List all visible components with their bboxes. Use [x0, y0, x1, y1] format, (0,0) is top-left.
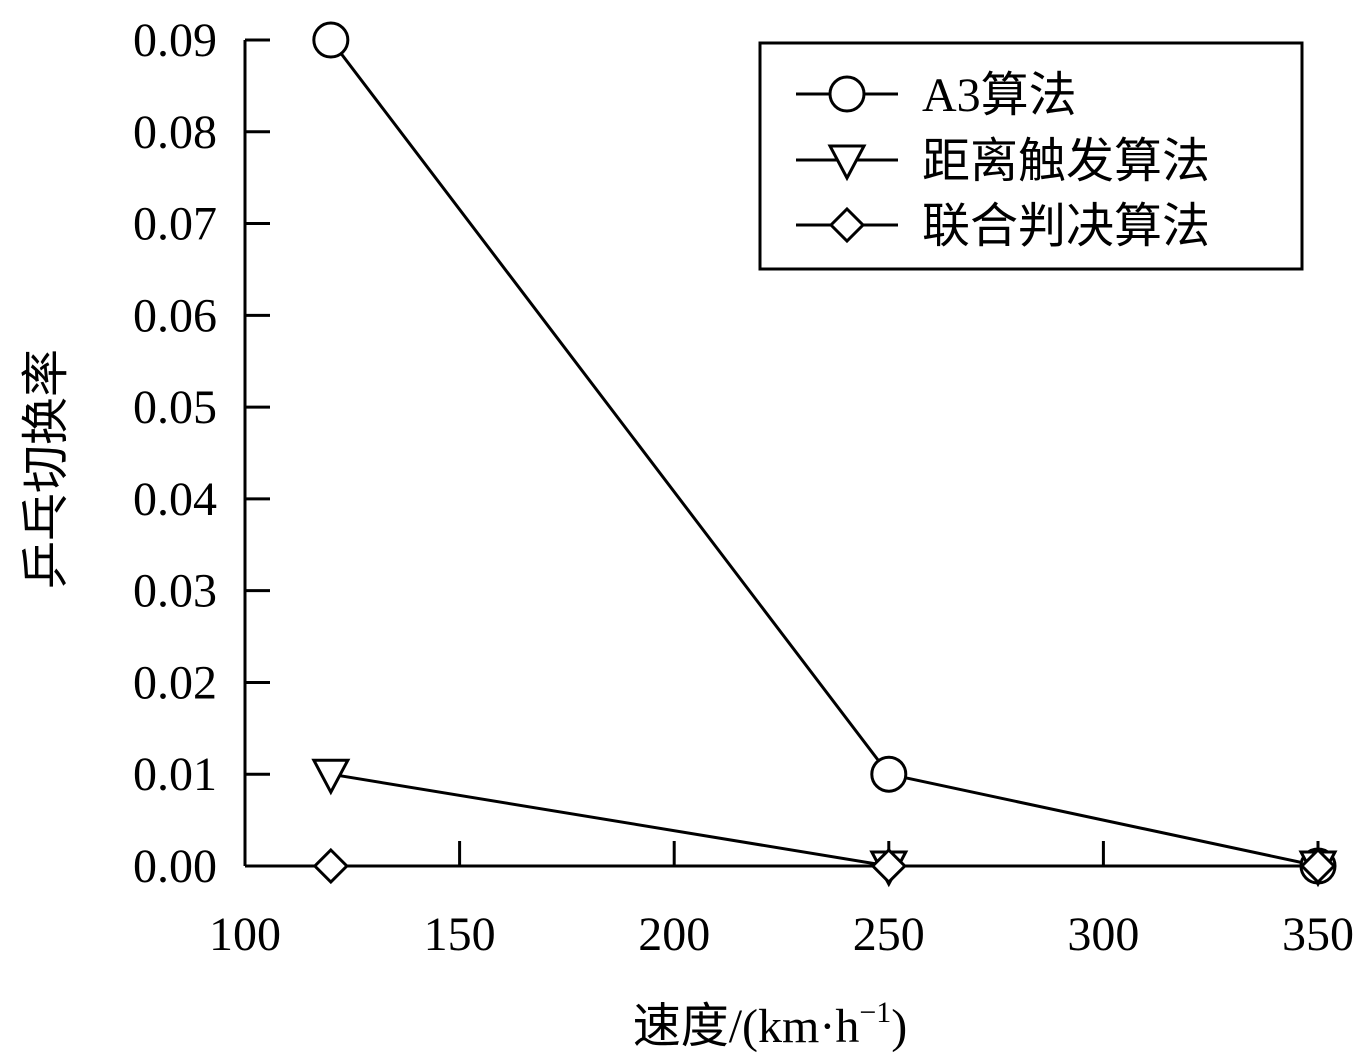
x-axis-title: 速度/(km·h−1) [633, 996, 908, 1053]
y-tick-label: 0.01 [133, 748, 217, 801]
y-tick-label: 0.08 [133, 106, 217, 159]
data-point [312, 847, 349, 885]
y-tick-label: 0.09 [133, 14, 217, 67]
y-tick-label: 0.05 [133, 381, 217, 434]
y-tick-label: 0.07 [133, 198, 217, 251]
x-axis-title-close: ) [891, 1000, 907, 1053]
legend-marker [828, 206, 866, 244]
series-layer [311, 21, 1338, 888]
legend-label: 距离触发算法 [922, 135, 1210, 188]
y-tick-label: 0.02 [133, 656, 217, 709]
data-point [870, 847, 907, 885]
legend-marker [828, 75, 866, 113]
legend-marker [827, 144, 867, 182]
x-axis-title-superscript: −1 [859, 996, 891, 1029]
legend-entry-2: 联合判决算法 [796, 200, 1210, 253]
y-tick-label: 0.00 [133, 840, 217, 893]
data-point [870, 755, 908, 793]
axes: 0.00 0.01 0.02 0.03 0.04 0.05 0.06 0.07 0.08 0.09… [133, 14, 1354, 961]
series-2 [312, 847, 1337, 885]
legend-label: A3算法 [922, 69, 1077, 122]
legend-entry-1: 距离触发算法 [796, 135, 1210, 188]
x-tick-label: 100 [209, 908, 281, 961]
data-point [1299, 847, 1337, 885]
y-tick-label: 0.04 [133, 473, 217, 526]
data-point [312, 21, 350, 59]
x-tick-label: 350 [1282, 908, 1354, 961]
y-tick-label: 0.06 [133, 289, 217, 342]
x-axis-title-main: 速度/(km·h [633, 1000, 860, 1053]
legend-label: 联合判决算法 [922, 200, 1210, 253]
y-axis-title: 乒乓切换率 [20, 349, 73, 589]
x-tick-label: 250 [853, 908, 925, 961]
x-tick-label: 150 [424, 908, 496, 961]
x-tick-label: 300 [1067, 908, 1139, 961]
x-tick-label: 200 [638, 908, 710, 961]
data-point [311, 758, 351, 796]
series-line [330, 772, 1318, 868]
y-tick-label: 0.03 [133, 565, 217, 618]
legend-entry-0: A3算法 [796, 69, 1077, 122]
